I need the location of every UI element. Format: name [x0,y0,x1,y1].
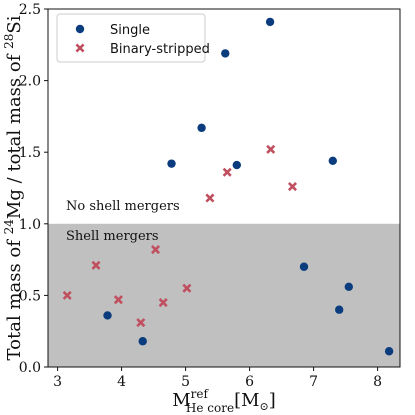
single-star-point [197,123,206,133]
legend-single-marker [75,24,85,34]
binary-stripped-point [222,167,232,177]
binary-stripped-point [91,260,101,270]
y-tick-label: 2.5 [19,2,41,18]
y-tick-label: 2.0 [19,74,41,90]
binary-stripped-point [113,295,123,305]
binary-stripped-point [151,245,161,255]
x-tick-label: 4 [117,374,126,390]
binary-stripped-point [205,193,215,203]
single-star-point [335,305,344,314]
y-tick-label: 1.5 [19,145,41,161]
single-star-point [299,262,309,271]
binary-stripped-point [182,283,192,293]
single-star-point [103,311,112,320]
single-star-point [232,160,241,170]
legend-single-label: Single [110,23,150,38]
no-shell-mergers-label: No shell mergers [66,199,180,214]
x-tick-label: 7 [309,374,318,390]
binary-stripped-point [62,290,72,300]
legend-binary-label: Binary-stripped [110,42,210,57]
single-star-point [265,17,275,27]
legend-binary-marker [75,43,85,53]
y-tick-label: 0.5 [19,288,41,304]
binary-stripped-point [136,318,146,328]
single-star-point [328,156,337,165]
legend-box [56,13,206,63]
x-tick-label: 3 [53,374,62,390]
plot-frame [47,8,401,368]
x-tick-label: 8 [373,374,382,390]
binary-stripped-point [266,144,276,154]
shell-mergers-label: Shell mergers [66,229,159,244]
shell-merger-region [48,223,400,367]
y-axis-label: Total mass of 24Mg / total mass of 28Si [2,15,25,360]
single-star-point [221,49,230,58]
single-star-point [344,282,353,292]
single-star-point [138,337,147,346]
binary-stripped-point [158,298,168,308]
binary-stripped-point [287,182,297,192]
x-tick-label: 6 [245,374,254,390]
single-star-point [384,347,394,356]
y-tick-label: 0.0 [19,360,41,376]
single-star-point [167,159,176,168]
x-tick-label: 5 [181,374,190,390]
x-axis-label: Mref He core[M⊙] [172,387,276,415]
y-tick-label: 1.0 [19,217,41,233]
